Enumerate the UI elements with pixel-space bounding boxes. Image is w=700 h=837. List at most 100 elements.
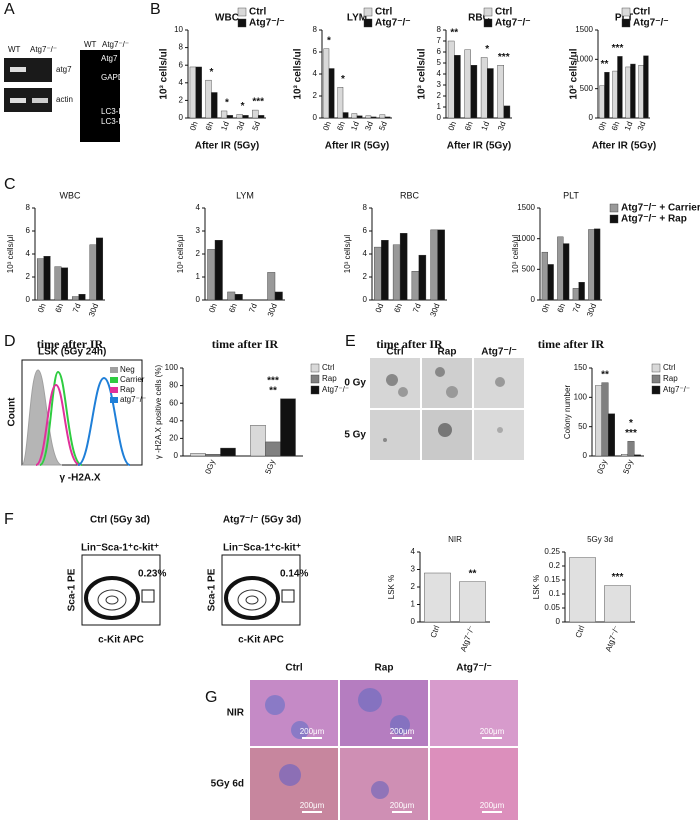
y-tick-label: 8 <box>26 203 31 212</box>
legend-swatch <box>483 7 493 17</box>
x-tick-label: 5Gy <box>263 458 276 475</box>
x-tick-label: 30d <box>428 302 441 318</box>
bar <box>411 271 420 301</box>
y-tick-label: 4 <box>313 69 318 78</box>
x-tick-label: Ctrl <box>574 624 587 639</box>
bar <box>601 382 609 457</box>
y-tick-label: 1500 <box>517 203 535 212</box>
y-tick-label: 0 <box>411 617 416 626</box>
y-label: LSK % <box>387 575 396 599</box>
bar <box>220 110 228 119</box>
bar <box>195 66 202 119</box>
bar <box>487 68 494 119</box>
x-tick-label: 3d <box>235 120 247 131</box>
bar <box>205 79 212 119</box>
y-tick-label: 1 <box>411 600 416 609</box>
scale-label: 200μm <box>390 727 415 736</box>
y-label: Count <box>7 397 18 427</box>
y-tick-label: 150 <box>574 363 588 372</box>
x-tick-label: 5d <box>377 120 389 131</box>
panel-label: C <box>4 176 16 193</box>
bar <box>572 288 579 301</box>
legend-label: Ctrl <box>375 7 392 18</box>
legend-swatch <box>310 385 320 395</box>
y-tick-label: 2 <box>179 96 184 105</box>
bar <box>497 64 504 119</box>
bar <box>578 282 585 301</box>
bar <box>226 115 234 119</box>
y-tick-label: 1 <box>196 272 201 281</box>
annotation: * <box>629 418 633 429</box>
lane-label: WT <box>8 45 21 54</box>
annotation: ** <box>601 59 609 70</box>
x-tick-label: 0h <box>447 120 459 131</box>
y-tick-label: 3 <box>411 565 416 574</box>
bar <box>430 229 438 301</box>
y-tick-label: 0.2 <box>549 561 561 570</box>
x-tick-label: 6h <box>204 120 216 131</box>
chart-title: LYM <box>347 13 367 24</box>
y-tick-label: 4 <box>26 249 31 258</box>
legend-swatch <box>363 18 373 28</box>
bar <box>547 264 554 301</box>
x-tick-label: 6h <box>556 302 568 313</box>
bar <box>594 228 601 301</box>
bar <box>459 581 486 623</box>
x-label: c-Kit APC <box>98 635 144 646</box>
legend-swatch <box>310 363 320 373</box>
x-tick-label: 6h <box>610 120 622 131</box>
bar <box>381 239 389 301</box>
bar <box>621 454 628 457</box>
legend-label: Ctrl <box>663 363 676 372</box>
bar <box>274 291 283 301</box>
bar <box>563 243 570 301</box>
x-label: time after IR <box>538 337 605 351</box>
y-label: 10³ cells/ul <box>417 48 428 99</box>
y-label: 10³ cells/ul <box>569 48 580 99</box>
row-label: 5 Gy <box>344 430 366 441</box>
legend-label: Ctrl <box>249 7 266 18</box>
x-tick-label: 3d <box>496 120 508 131</box>
y-tick-label: 4 <box>363 249 368 258</box>
row-label: GAPDH <box>101 73 130 82</box>
x-tick-label: 30d <box>266 302 279 318</box>
legend-label: Atg7⁻/⁻ + Carrier <box>621 203 700 214</box>
annotation: * <box>327 35 331 46</box>
y-tick-label: 8 <box>363 203 368 212</box>
legend-swatch <box>621 18 631 28</box>
bar <box>211 92 218 119</box>
y-label: Sca-1 PE <box>67 568 78 611</box>
flow-plot <box>81 554 301 626</box>
flow-gate: Lin⁻Sca-1⁺c-kit⁺ <box>81 543 159 554</box>
bar <box>36 258 44 301</box>
legend-label: Rap <box>120 385 135 394</box>
y-tick-label: 8 <box>313 25 318 34</box>
legend-label: Carrier <box>120 375 145 384</box>
x-tick-label: 0Gy <box>203 458 216 475</box>
annotation: *** <box>612 43 624 54</box>
x-tick-label: 0Gy <box>595 458 608 475</box>
legend-label: Atg7⁻/⁻ <box>495 18 531 29</box>
y-tick-label: 8 <box>437 25 442 34</box>
row-label: actin <box>56 95 73 104</box>
bar <box>71 296 79 301</box>
bar <box>265 441 281 457</box>
col-label: Rap <box>375 663 394 674</box>
x-tick-label: 0h <box>321 120 333 131</box>
annotation: * <box>485 44 489 55</box>
x-label: After IR (5Gy) <box>325 141 389 152</box>
x-tick-label: Ctrl <box>429 624 442 639</box>
y-label: LSK % <box>532 575 541 599</box>
bar <box>379 114 386 119</box>
bar <box>643 55 649 119</box>
bar <box>454 55 461 119</box>
y-tick-label: 1000 <box>517 234 535 243</box>
legend-label: Rap <box>663 374 678 383</box>
legend-swatch <box>363 7 373 17</box>
y-tick-label: 80 <box>169 381 178 390</box>
row-label: 0 Gy <box>344 378 366 389</box>
bar <box>214 239 223 301</box>
y-tick-label: 100 <box>574 392 588 401</box>
y-tick-label: 0 <box>196 295 201 304</box>
